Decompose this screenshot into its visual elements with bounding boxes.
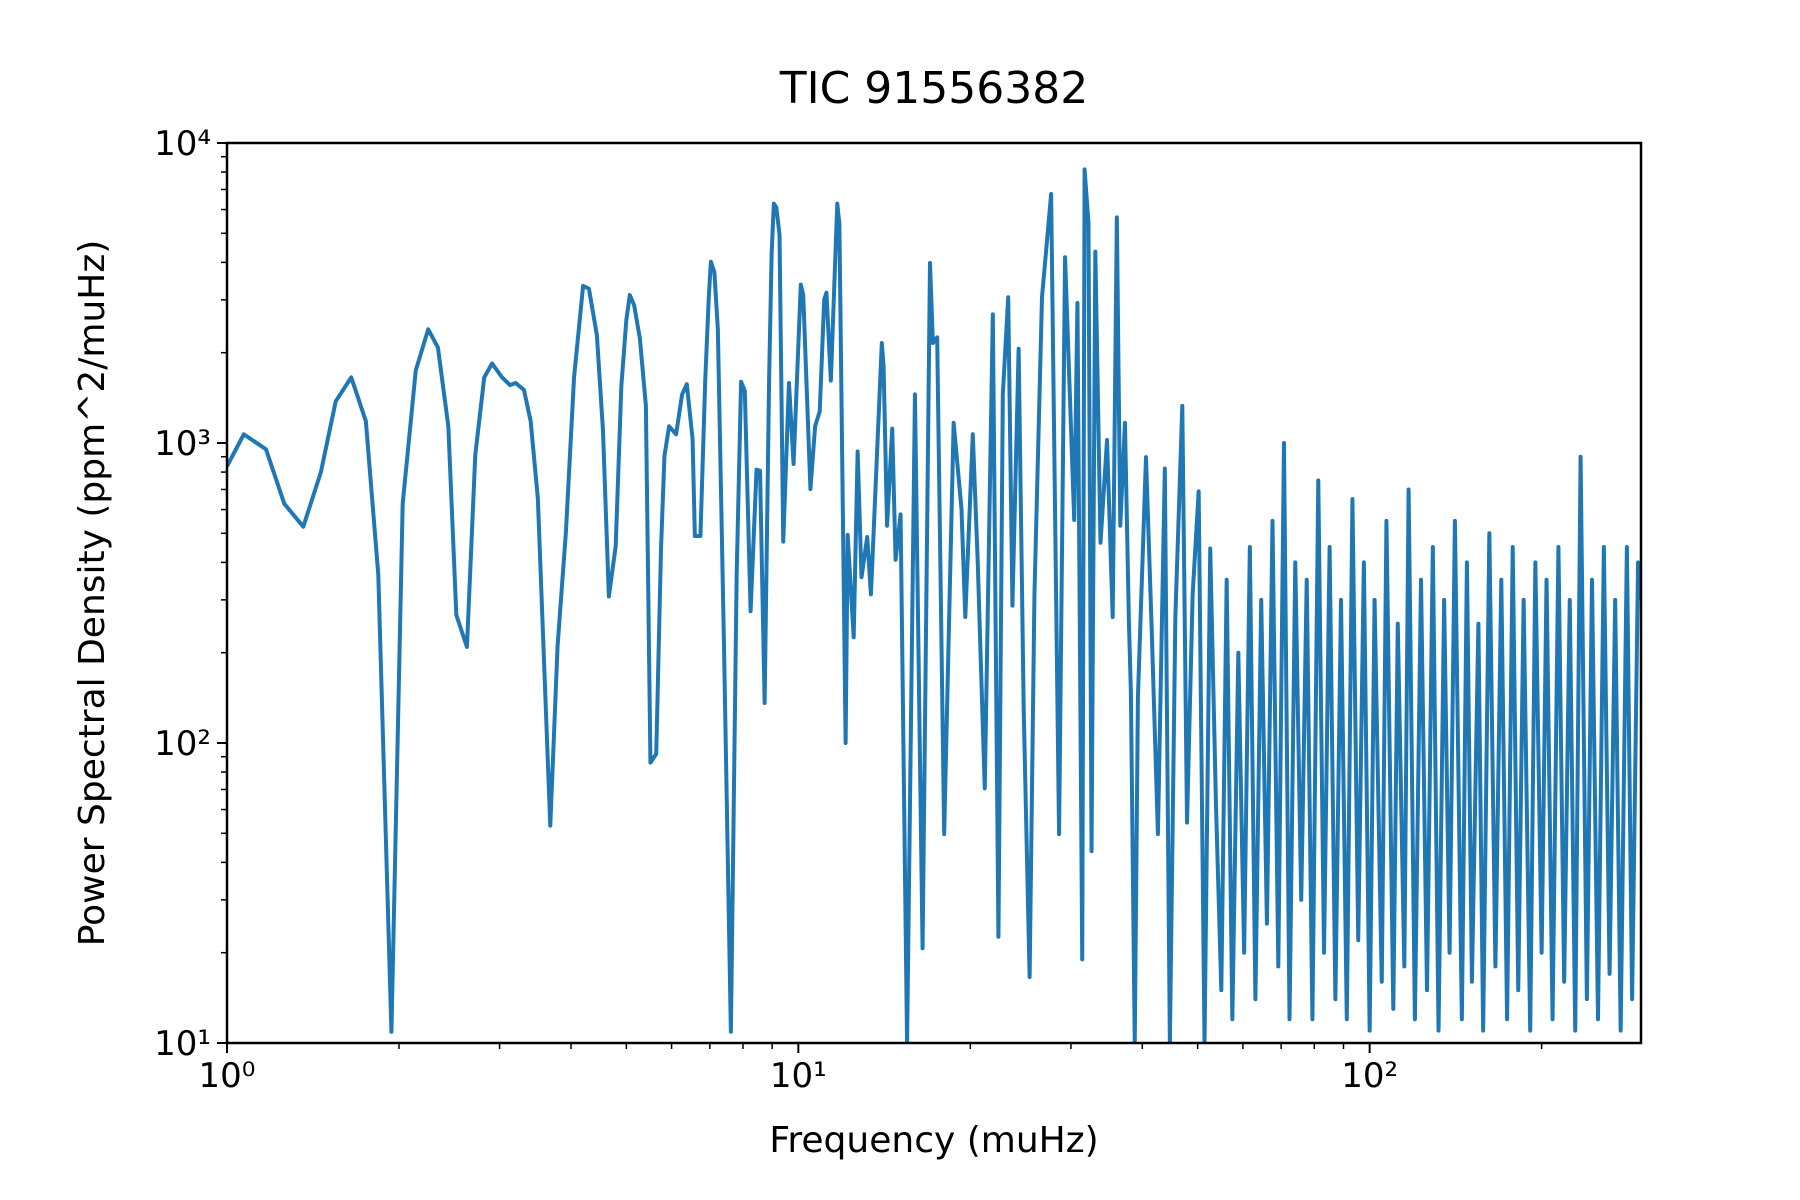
- y-tick-label: 10⁴: [154, 124, 211, 164]
- y-tick-label: 10³: [154, 424, 211, 464]
- y-axis-label: Power Spectral Density (ppm^2/muHz): [72, 240, 113, 947]
- chart-title: TIC 91556382: [779, 63, 1089, 114]
- x-tick-label: 10¹: [770, 1056, 827, 1096]
- y-tick-label: 10¹: [154, 1024, 211, 1064]
- psd-line: [227, 167, 1641, 1043]
- x-axis-label: Frequency (muHz): [769, 1120, 1098, 1161]
- plot-area: [227, 167, 1641, 1043]
- x-tick-label: 10⁰: [199, 1056, 256, 1096]
- plot-frame: [225, 141, 1643, 1045]
- y-tick-label: 10²: [154, 724, 211, 764]
- x-tick-label: 10²: [1341, 1056, 1398, 1096]
